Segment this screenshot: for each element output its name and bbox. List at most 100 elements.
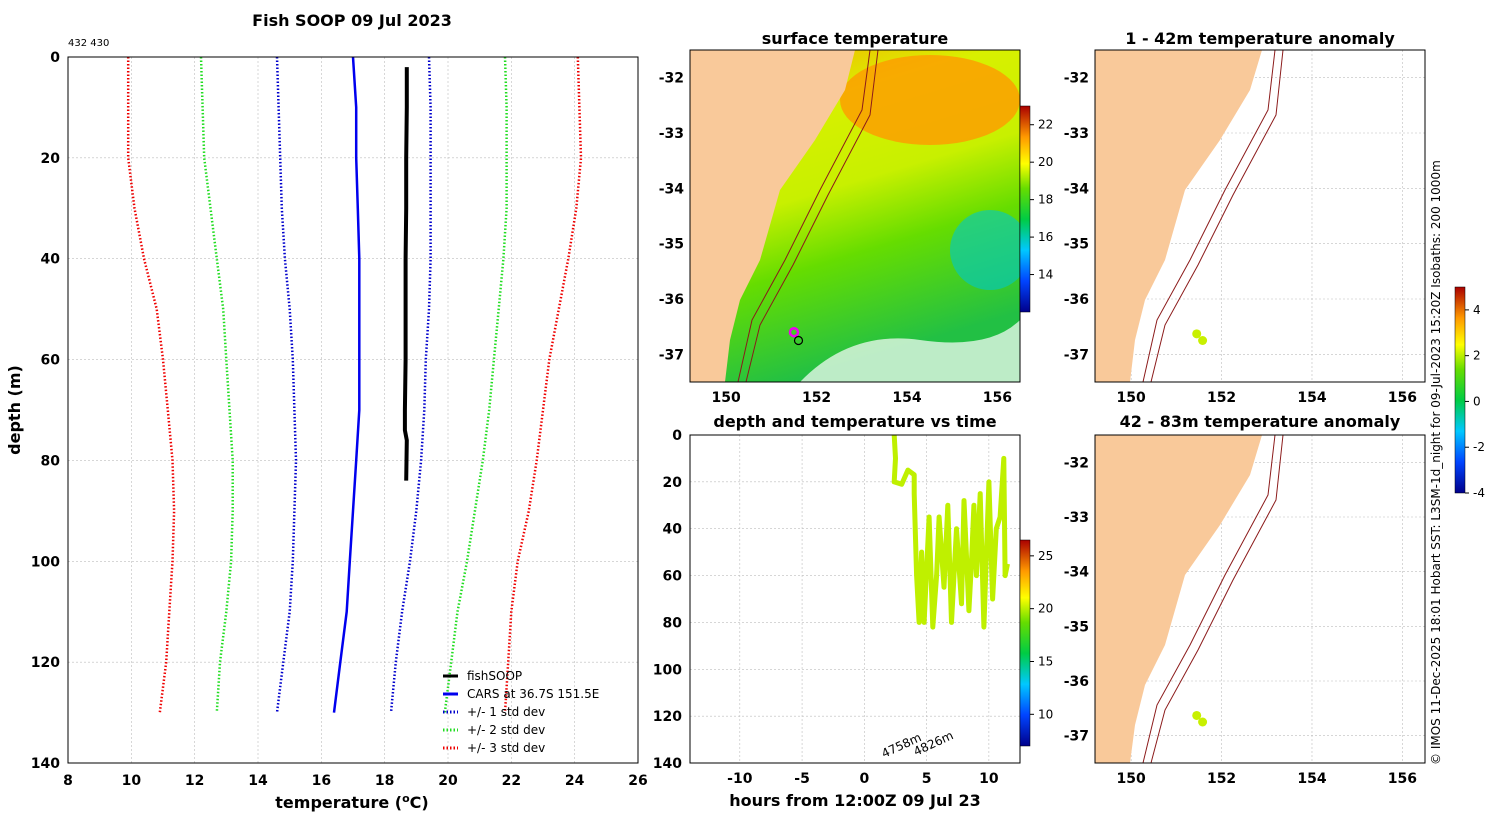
anomaly-shallow-land: [1095, 50, 1262, 382]
anomaly-deep-ytick-label: -33: [1064, 510, 1089, 526]
time-track-line: [891, 434, 1010, 630]
anomaly-shallow-xtick-label: 152: [1207, 390, 1236, 406]
sst-marker: [793, 335, 804, 346]
profile-ytick-label: 60: [41, 353, 61, 369]
profile-ytick-label: 0: [50, 50, 60, 66]
anomaly-shallow-ytick-label: -34: [1064, 181, 1090, 197]
anomaly-shallow-xtick-label: 150: [1117, 390, 1146, 406]
sst-ytick-label: -37: [659, 347, 684, 363]
profile-legend: fishSOOP CARS at 36.7S 151.5E +/- 1 std de…: [443, 669, 599, 755]
profile-corner-label: 432 430: [68, 38, 109, 49]
time-xtick-label: -10: [727, 771, 753, 787]
anomaly-deep-ytick-label: -34: [1064, 565, 1090, 581]
anomaly-deep-points: [1192, 710, 1208, 727]
anomaly-deep-isobath-200: [1142, 434, 1276, 764]
sst-colorbar-label: 20: [1038, 155, 1053, 169]
sst-xtick-label: 154: [892, 390, 921, 406]
anomaly-shallow-ytick-label: -37: [1064, 347, 1089, 363]
side-caption: © IMOS 11-Dec-2025 18:01 Hobart SST: L3S…: [1429, 160, 1443, 765]
time-ytick-label: 80: [663, 615, 683, 631]
profile-xticks: 8 10 12 14 16 18 20 22 24 26: [63, 773, 648, 789]
time-xlabel: hours from 12:00Z 09 Jul 23: [729, 791, 980, 810]
time-ytick-label: 0: [672, 428, 682, 444]
profile-yticks: 0 20 40 60 80 100 120 140: [31, 50, 60, 772]
sst-isobath-1000: [745, 49, 879, 383]
sst-colorbar-label: 22: [1038, 118, 1053, 132]
sst-markers: [788, 326, 804, 346]
time-ytick-label: 120: [653, 709, 682, 725]
series-std-lower-line-4: [126, 57, 176, 713]
sst-xtick-label: 150: [712, 390, 741, 406]
anomaly-colorbar-label: 4: [1473, 303, 1481, 317]
profile-xtick-label: 10: [122, 773, 142, 789]
sst-cloud-mask: [800, 320, 1020, 382]
legend-label: fishSOOP: [467, 669, 522, 683]
anomaly-deep-ytick-label: -37: [1064, 729, 1089, 745]
sst-colorbar-label: 18: [1038, 193, 1053, 207]
anomaly-colorbar-label: -2: [1473, 440, 1485, 454]
sst-isobath-200: [737, 49, 871, 383]
sst-xtick-label: 152: [802, 390, 831, 406]
profile-title: Fish SOOP 09 Jul 2023: [252, 11, 452, 30]
time-colorbar: [1019, 539, 1031, 747]
sst-panel: surface temperature 150 152 154 156 -32 -33 -3…: [659, 29, 1054, 406]
profile-xtick-label: 18: [375, 773, 394, 789]
anomaly-shallow-point: [1198, 336, 1208, 345]
anomaly-shallow-xtick-label: 154: [1297, 390, 1326, 406]
profile-series: [126, 56, 583, 713]
anomaly-shallow-title: 1 - 42m temperature anomaly: [1125, 29, 1395, 48]
time-colorbar-label: 15: [1038, 654, 1053, 668]
profile-ytick-label: 140: [31, 756, 60, 772]
sst-ytick-label: -34: [659, 181, 685, 197]
anomaly-deep-land: [1095, 435, 1262, 763]
time-ytick-label: 40: [663, 522, 683, 538]
time-ytick-label: 100: [653, 662, 682, 678]
profile-grid: [67, 56, 639, 764]
profile-ytick-label: 40: [41, 252, 61, 268]
sst-ytick-label: -36: [659, 292, 684, 308]
profile-xtick-label: 14: [248, 773, 268, 789]
sst-colorbar: [1019, 105, 1031, 313]
time-colorbar-label: 25: [1038, 549, 1053, 563]
anomaly-shallow-panel: 1 - 42m temperature anomaly 150 152 154 156…: [1064, 29, 1426, 406]
anomaly-shallow-ticks: 150 152 154 156 -32 -33 -34 -35 -36 -37: [1064, 71, 1417, 406]
time-panel: depth and temperature vs time -10 -5 0 5 100…: [653, 412, 1054, 810]
legend-label: +/- 3 std dev: [467, 741, 545, 755]
profile-ytick-label: 120: [31, 655, 60, 671]
anomaly-deep-title: 42 - 83m temperature anomaly: [1120, 412, 1401, 431]
anomaly-deep-ytick-label: -35: [1064, 619, 1089, 635]
sst-ytick-label: -33: [659, 126, 684, 142]
anomaly-shallow-point: [1192, 329, 1202, 339]
profile-xtick-label: 24: [565, 773, 585, 789]
time-title: depth and temperature vs time: [713, 412, 996, 431]
anomaly-shallow-isobath-200: [1142, 49, 1276, 383]
time-xtick-label: 5: [922, 771, 932, 787]
time-track: [891, 434, 1010, 630]
anomaly-shallow-xtick-label: 156: [1388, 390, 1417, 406]
anomaly-deep-ticks: 150 152 154 156 -32 -33 -34 -35 -36 -37: [1064, 455, 1417, 787]
anomaly-deep-panel: 42 - 83m temperature anomaly 150 152 154 15…: [1064, 412, 1426, 787]
sst-colorbar-label: 14: [1038, 268, 1053, 282]
series-std-lower-line-2: [275, 56, 298, 713]
time-colorbar-label: 10: [1038, 707, 1053, 721]
anomaly-shallow-ytick-label: -33: [1064, 126, 1089, 142]
profile-frame: [67, 56, 639, 764]
profile-xlabel: temperature (oC): [275, 792, 428, 812]
anomaly-deep-point: [1198, 717, 1208, 727]
sst-ticks: 150 152 154 156 -32 -33 -34 -35 -36 -37: [659, 71, 1012, 406]
sst-colorbar-label: 16: [1038, 230, 1053, 244]
anomaly-deep-xtick-label: 154: [1297, 771, 1326, 787]
anomaly-deep-isobath-1000: [1150, 434, 1284, 764]
series-fishsoop-line: [402, 67, 409, 481]
anomaly-deep-xtick-label: 152: [1207, 771, 1236, 787]
time-ytick-label: 60: [663, 569, 683, 585]
time-ytick-label: 20: [663, 475, 683, 491]
anomaly-colorbar-label: -4: [1473, 486, 1485, 500]
series-cars-line: [332, 56, 361, 713]
anomaly-colorbar-ticks: 4 2 0 -2 -4: [1465, 303, 1485, 500]
anomaly-shallow-ytick-label: -32: [1064, 71, 1089, 87]
anomaly-deep-xtick-label: 150: [1117, 771, 1146, 787]
sst-ytick-label: -32: [659, 71, 684, 87]
